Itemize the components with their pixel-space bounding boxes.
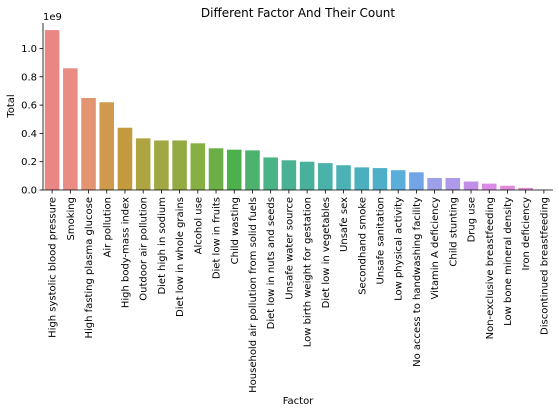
x-tick-label: Unsafe water source (284, 197, 295, 300)
bar (354, 167, 370, 190)
bar (63, 68, 78, 190)
x-tick-label: Vitamin A deficiency (430, 197, 441, 300)
bar (172, 140, 187, 190)
x-axis-label: Factor (283, 396, 314, 407)
x-tick-label: Non-exclusive breastfeeding (485, 197, 496, 339)
y-tick-label: 0.2 (21, 157, 37, 168)
bar (281, 160, 297, 190)
bar (390, 170, 406, 190)
x-tick-label: Discontinued breastfeeding (539, 197, 550, 335)
x-tick-label: Air pollution (102, 197, 113, 257)
x-tick-label: Low birth weight for gestation (303, 197, 314, 347)
x-tick-label: Alcohol use (193, 197, 204, 254)
bar (208, 148, 224, 190)
bar (263, 157, 278, 190)
x-tick-label: Drug use (467, 197, 478, 242)
x-tick-label: High body-mass index (120, 197, 131, 308)
bar (518, 187, 533, 190)
y-tick-label: 1.0 (21, 44, 37, 55)
y-tick-label: 0.8 (21, 72, 37, 83)
bar (445, 177, 461, 190)
x-tick-label: Child wasting (230, 197, 241, 264)
bar (372, 168, 388, 190)
bar (226, 149, 242, 190)
y-tick-label: 0.6 (21, 101, 37, 112)
x-tick-label: No access to handwashing facility (412, 197, 423, 367)
x-tick-label: Household air pollution from solid fuels (248, 197, 259, 393)
bar (299, 161, 315, 190)
x-tick-label: Outdoor air pollution (139, 197, 150, 301)
y-tick-label: 0.4 (21, 129, 37, 140)
bar (99, 102, 115, 190)
bar (135, 138, 151, 190)
y-tick-label: 0.0 (21, 186, 37, 197)
bar (81, 98, 96, 190)
x-tick-label: Smoking (66, 197, 77, 240)
x-tick-label: Diet low in fruits (212, 197, 223, 279)
x-tick-label: Diet low in vegetables (321, 197, 332, 308)
y-ticks-group: 0.0 0.2 0.4 0.6 0.8 1.0 (21, 44, 43, 197)
x-tick-label: Secondhand smoke (357, 197, 368, 295)
bar (44, 30, 60, 190)
y-axis-label: Total (6, 94, 17, 118)
bar (154, 140, 169, 190)
bar (190, 143, 206, 190)
bar (481, 183, 497, 190)
x-tick-label: Iron deficiency (521, 197, 532, 271)
x-tick-label: Child stunting (448, 197, 459, 267)
bar (463, 181, 479, 190)
x-tick-label: Diet low in nuts and seeds (266, 197, 277, 329)
x-tick-label: Low bone mineral density (503, 197, 514, 326)
bar (245, 150, 260, 190)
chart-title: Different Factor And Their Count (201, 6, 396, 20)
bar (500, 185, 515, 190)
bar (336, 165, 351, 190)
x-tick-label: Diet high in sodium (157, 197, 168, 295)
x-tick-label: Unsafe sanitation (375, 197, 386, 285)
x-tick-label: High fasting plasma glucose (84, 197, 95, 339)
bar (318, 163, 333, 190)
x-tick-label: Low physical activity (394, 197, 405, 301)
bars-group (44, 30, 552, 190)
bar (117, 127, 133, 190)
y-offset-label: 1e9 (43, 12, 62, 23)
x-ticks-group: High systolic blood pressure Smoking High … (48, 190, 550, 393)
x-tick-label: Unsafe sex (339, 197, 350, 252)
bar (427, 177, 442, 190)
x-tick-label: High systolic blood pressure (48, 197, 59, 338)
x-tick-label: Diet low in whole grains (175, 197, 186, 317)
bar (409, 172, 424, 190)
